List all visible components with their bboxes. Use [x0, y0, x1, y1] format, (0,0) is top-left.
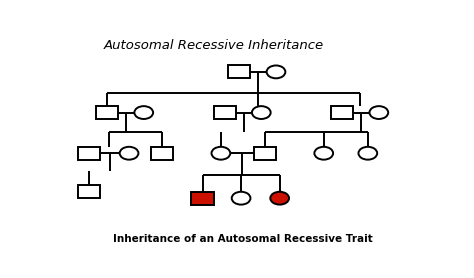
Bar	[191, 192, 213, 205]
Bar	[96, 106, 118, 119]
Ellipse shape	[252, 106, 271, 119]
Bar	[213, 106, 236, 119]
Ellipse shape	[232, 192, 250, 205]
Ellipse shape	[134, 106, 153, 119]
Bar	[151, 147, 173, 160]
Ellipse shape	[119, 147, 138, 160]
Ellipse shape	[266, 66, 285, 78]
Ellipse shape	[270, 192, 289, 205]
Ellipse shape	[314, 147, 333, 160]
Bar	[228, 66, 250, 78]
Bar	[331, 106, 353, 119]
Bar	[78, 185, 100, 198]
Ellipse shape	[211, 147, 230, 160]
Text: Autosomal Recessive Inheritance: Autosomal Recessive Inheritance	[103, 39, 324, 52]
Ellipse shape	[369, 106, 388, 119]
Text: Inheritance of an Autosomal Recessive Trait: Inheritance of an Autosomal Recessive Tr…	[113, 234, 373, 244]
Ellipse shape	[358, 147, 377, 160]
Bar	[78, 147, 100, 160]
Bar	[254, 147, 276, 160]
